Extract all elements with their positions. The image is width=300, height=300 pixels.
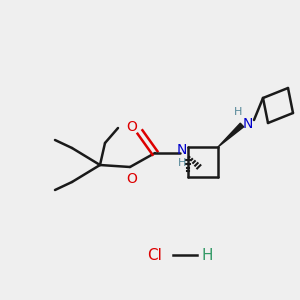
Text: H: H — [178, 158, 186, 168]
Text: N: N — [243, 117, 253, 131]
Text: H: H — [234, 107, 242, 117]
Polygon shape — [218, 123, 244, 147]
Text: Cl: Cl — [148, 248, 162, 262]
Text: O: O — [127, 120, 137, 134]
Text: H: H — [201, 248, 213, 262]
Text: N: N — [177, 143, 187, 157]
Text: O: O — [127, 172, 137, 186]
